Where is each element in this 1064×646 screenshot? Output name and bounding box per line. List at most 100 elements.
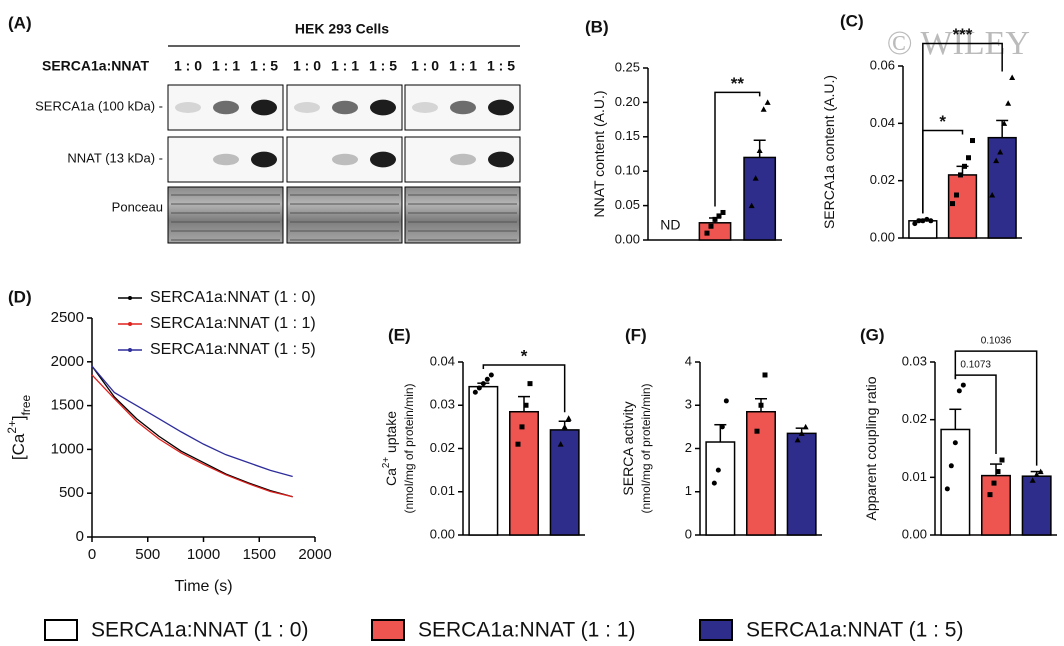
data-point bbox=[995, 469, 1001, 475]
legend-marker bbox=[128, 322, 132, 326]
y-axis-label-part: NNAT content (A.U.) bbox=[591, 90, 607, 217]
significance-bracket bbox=[954, 350, 1038, 466]
data-point bbox=[802, 423, 809, 430]
y-axis-label-part: free bbox=[19, 394, 33, 415]
y-tick-label: 2500 bbox=[51, 309, 84, 326]
x-tick-label: 0 bbox=[88, 546, 96, 563]
data-point bbox=[944, 486, 950, 492]
significance-bracket bbox=[482, 364, 566, 413]
y-tick-label: 2 bbox=[685, 440, 692, 455]
blot-band bbox=[213, 100, 239, 115]
y-tick-label: 0.20 bbox=[615, 94, 640, 109]
lane-label: 1 : 0 bbox=[174, 58, 202, 74]
legend-swatch bbox=[44, 619, 78, 641]
data-point bbox=[720, 209, 726, 215]
y-axis-label-part: 2+ bbox=[381, 457, 392, 468]
data-point bbox=[712, 216, 718, 222]
y-axis-label-part: SERCA activity bbox=[620, 401, 636, 495]
data-point bbox=[1037, 468, 1044, 475]
data-point bbox=[515, 441, 521, 447]
bar bbox=[746, 410, 776, 536]
y-axis-label: SERCA1a content (A.U.) bbox=[821, 75, 837, 229]
y-axis-label: [Ca2+]free bbox=[5, 394, 33, 460]
data-point bbox=[952, 440, 958, 446]
data-point bbox=[956, 388, 962, 394]
blot-band bbox=[294, 102, 320, 113]
x-tick-label: 500 bbox=[135, 546, 160, 563]
row-label: NNAT (13 kDa) - bbox=[67, 150, 163, 165]
data-point bbox=[480, 381, 486, 387]
panel-label: (F) bbox=[625, 325, 647, 344]
legend-label: SERCA1a:NNAT (1 : 1) bbox=[418, 619, 635, 642]
x-tick-label: 1500 bbox=[243, 546, 276, 563]
data-point bbox=[1001, 120, 1008, 126]
line-series bbox=[91, 365, 293, 498]
x-tick-label: 2000 bbox=[298, 546, 331, 563]
significance-label: * bbox=[521, 346, 528, 365]
significance-label: 0.1073 bbox=[960, 360, 991, 371]
data-point bbox=[527, 381, 533, 387]
blot-title: HEK 293 Cells bbox=[295, 21, 389, 37]
data-point bbox=[1033, 471, 1040, 477]
lane-label: 1 : 5 bbox=[369, 58, 397, 74]
bar bbox=[940, 428, 971, 536]
lane-label: 1 : 1 bbox=[212, 58, 240, 74]
data-point bbox=[715, 467, 721, 473]
panel-label: (A) bbox=[8, 13, 32, 32]
blot-band bbox=[412, 102, 438, 113]
y-tick-label: 0.00 bbox=[902, 526, 927, 541]
lane-label: 1 : 5 bbox=[250, 58, 278, 74]
y-tick-label: 3 bbox=[685, 397, 692, 412]
data-point bbox=[764, 99, 771, 105]
y-axis-label-part: SERCA1a content (A.U.) bbox=[821, 75, 837, 229]
y-axis-unit: (nmol/mg of protein/min) bbox=[402, 383, 416, 513]
row-label: SERCA1a (100 kDa) - bbox=[35, 98, 163, 113]
bar bbox=[947, 174, 978, 239]
data-point bbox=[756, 147, 763, 154]
blot-band bbox=[175, 102, 201, 113]
data-point bbox=[999, 457, 1005, 463]
data-point bbox=[711, 480, 717, 486]
data-point bbox=[950, 201, 955, 207]
bar bbox=[698, 222, 732, 241]
data-point bbox=[993, 157, 1000, 164]
data-point bbox=[794, 436, 801, 443]
y-tick-label: 1000 bbox=[51, 440, 84, 457]
blot-frame bbox=[404, 136, 521, 183]
row-header: SERCA1a:NNAT bbox=[42, 58, 150, 74]
y-tick-label: 0.00 bbox=[430, 526, 455, 541]
blot-band bbox=[488, 151, 514, 168]
bar bbox=[743, 156, 777, 241]
blot-band bbox=[251, 99, 277, 116]
x-axis-label: Time (s) bbox=[174, 578, 232, 595]
y-tick-label: 0.01 bbox=[902, 469, 927, 484]
legend-label: SERCA1a:NNAT (1 : 5) bbox=[150, 341, 316, 358]
bar bbox=[1021, 475, 1052, 536]
y-tick-label: 0 bbox=[76, 528, 84, 545]
y-tick-label: 0.04 bbox=[430, 353, 455, 368]
legend-label: SERCA1a:NNAT (1 : 1) bbox=[150, 315, 316, 332]
y-tick-label: 1 bbox=[685, 483, 692, 498]
y-tick-label: 0.00 bbox=[870, 229, 895, 244]
y-axis-label-part: ] bbox=[9, 415, 28, 420]
data-point bbox=[716, 213, 722, 219]
blot-band bbox=[213, 153, 239, 166]
bar bbox=[468, 385, 499, 536]
y-axis-label: SERCA activity bbox=[620, 401, 636, 495]
data-point bbox=[920, 218, 926, 224]
data-point bbox=[762, 372, 768, 378]
panel-label: (G) bbox=[860, 325, 885, 344]
blot-band bbox=[251, 151, 277, 168]
data-point bbox=[989, 192, 996, 198]
y-tick-label: 0.03 bbox=[902, 353, 927, 368]
data-point bbox=[962, 163, 967, 169]
data-point bbox=[1005, 100, 1012, 106]
data-point bbox=[719, 424, 725, 430]
data-point bbox=[748, 202, 755, 209]
x-tick-label: 1000 bbox=[187, 546, 220, 563]
blot-frame bbox=[286, 186, 403, 244]
line-series bbox=[91, 365, 293, 478]
data-point bbox=[523, 402, 529, 408]
y-tick-label: 0.04 bbox=[870, 115, 895, 130]
